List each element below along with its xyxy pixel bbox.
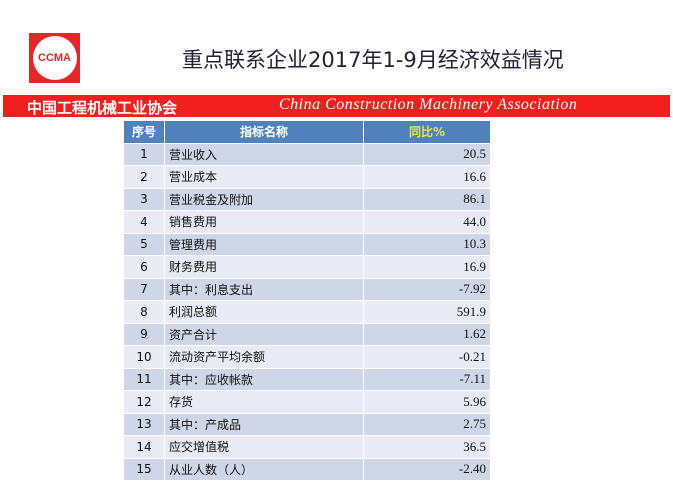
row-name: 其中：产成品	[164, 412, 364, 436]
row-name: 其中：应收帐款	[164, 367, 364, 391]
row-yoy: -2.40	[363, 457, 491, 481]
row-yoy: 86.1	[363, 187, 491, 211]
indicator-table: 序号 指标名称 同比% 1 营业收入 20.5 2 营业成本 16.6 3 营业税金及附加 86…	[123, 120, 491, 481]
row-name: 财务费用	[164, 255, 364, 279]
table-row: 4 销售费用 44.0	[123, 210, 491, 234]
row-yoy: -7.11	[363, 367, 491, 391]
row-name: 存货	[164, 390, 364, 414]
table-row: 15 从业人数（人） -2.40	[123, 457, 491, 481]
table-row: 12 存货 5.96	[123, 390, 491, 414]
row-index: 8	[123, 300, 165, 324]
row-index: 14	[123, 435, 165, 459]
table-row: 3 营业税金及附加 86.1	[123, 187, 491, 211]
row-index: 9	[123, 322, 165, 346]
association-banner: 中国工程机械工业协会 China Construction Machinery …	[3, 95, 670, 117]
table-row: 10 流动资产平均余额 -0.21	[123, 345, 491, 369]
row-yoy: 2.75	[363, 412, 491, 436]
row-yoy: -7.92	[363, 277, 491, 301]
ccma-logo: CCMA	[29, 33, 80, 83]
header-name: 指标名称	[164, 120, 364, 144]
row-index: 5	[123, 232, 165, 256]
row-yoy: 10.3	[363, 232, 491, 256]
row-index: 4	[123, 210, 165, 234]
row-name: 应交增值税	[164, 435, 364, 459]
row-name: 管理费用	[164, 232, 364, 256]
row-index: 3	[123, 187, 165, 211]
row-yoy: 5.96	[363, 390, 491, 414]
table-row: 11 其中：应收帐款 -7.11	[123, 367, 491, 391]
banner-en: China Construction Machinery Association	[279, 96, 578, 113]
row-name: 销售费用	[164, 210, 364, 234]
row-name: 营业税金及附加	[164, 187, 364, 211]
row-index: 13	[123, 412, 165, 436]
row-yoy: 20.5	[363, 142, 491, 166]
row-yoy: 16.6	[363, 165, 491, 189]
table-row: 5 管理费用 10.3	[123, 232, 491, 256]
row-yoy: 44.0	[363, 210, 491, 234]
table-row: 6 财务费用 16.9	[123, 255, 491, 279]
logo-text: CCMA	[32, 36, 77, 80]
row-index: 11	[123, 367, 165, 391]
table-row: 2 营业成本 16.6	[123, 165, 491, 189]
table-row: 13 其中：产成品 2.75	[123, 412, 491, 436]
table-row: 1 营业收入 20.5	[123, 142, 491, 166]
row-name: 流动资产平均余额	[164, 345, 364, 369]
table-header: 序号 指标名称 同比%	[123, 120, 491, 144]
row-name: 营业成本	[164, 165, 364, 189]
row-index: 15	[123, 457, 165, 481]
row-index: 10	[123, 345, 165, 369]
row-index: 2	[123, 165, 165, 189]
row-index: 6	[123, 255, 165, 279]
row-index: 12	[123, 390, 165, 414]
table-row: 8 利润总额 591.9	[123, 300, 491, 324]
row-name: 从业人数（人）	[164, 457, 364, 481]
row-yoy: 36.5	[363, 435, 491, 459]
row-yoy: 591.9	[363, 300, 491, 324]
table-row: 14 应交增值税 36.5	[123, 435, 491, 459]
row-name: 利润总额	[164, 300, 364, 324]
row-index: 1	[123, 142, 165, 166]
header-index: 序号	[123, 120, 165, 144]
header-yoy: 同比%	[363, 120, 491, 144]
row-yoy: 1.62	[363, 322, 491, 346]
table-row: 7 其中：利息支出 -7.92	[123, 277, 491, 301]
row-name: 资产合计	[164, 322, 364, 346]
row-name: 其中：利息支出	[164, 277, 364, 301]
row-yoy: -0.21	[363, 345, 491, 369]
page-title: 重点联系企业2017年1-9月经济效益情况	[182, 48, 564, 72]
table-row: 9 资产合计 1.62	[123, 322, 491, 346]
row-index: 7	[123, 277, 165, 301]
row-name: 营业收入	[164, 142, 364, 166]
row-yoy: 16.9	[363, 255, 491, 279]
banner-cn: 中国工程机械工业协会	[27, 99, 178, 117]
